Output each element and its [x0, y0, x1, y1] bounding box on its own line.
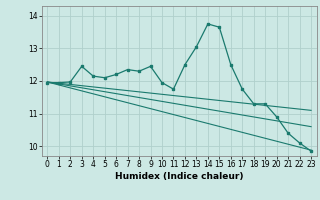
X-axis label: Humidex (Indice chaleur): Humidex (Indice chaleur) [115, 172, 244, 181]
